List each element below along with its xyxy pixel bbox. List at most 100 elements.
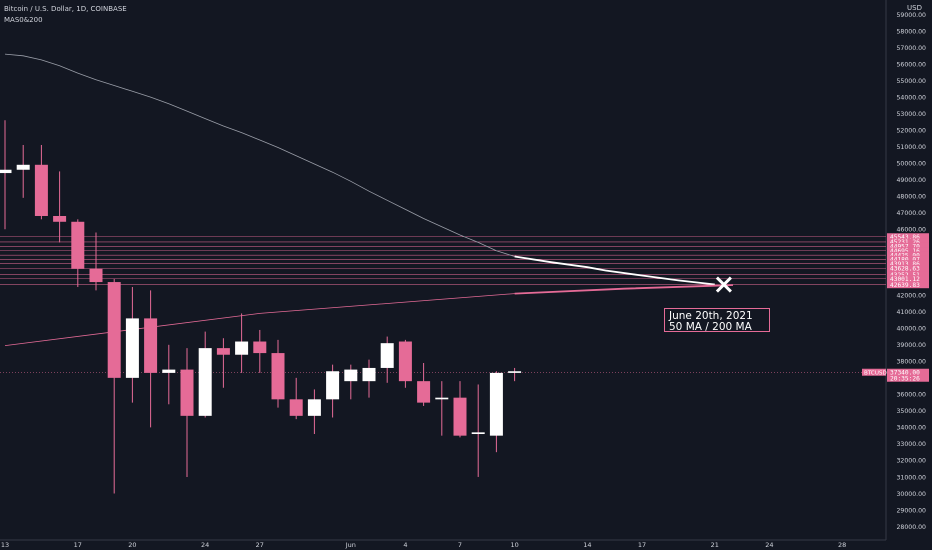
- candle-bull: [162, 369, 176, 373]
- candle-bull: [16, 164, 30, 170]
- annotation-date: June 20th, 2021: [669, 310, 753, 322]
- price-level-tag: [887, 251, 929, 259]
- price-level-tag: [887, 247, 929, 255]
- y-tick-label: 36000.00: [896, 392, 926, 399]
- price-level-tag: [887, 281, 929, 289]
- candle-bear: [216, 348, 230, 355]
- chart-title: Bitcoin / U.S. Dollar, 1D, COINBASE: [4, 5, 127, 13]
- indicator-legend[interactable]: MAS0&200: [4, 16, 43, 24]
- y-tick-label: 39000.00: [896, 342, 926, 349]
- candle-bear: [53, 215, 67, 222]
- x-tick-label: Jun: [345, 541, 356, 549]
- price-level-label: 43628.63: [890, 266, 920, 273]
- y-tick-label: 56000.00: [896, 61, 926, 68]
- candle-bull: [508, 371, 522, 373]
- price-level-tag: [887, 238, 929, 246]
- y-tick-label: 51000.00: [896, 144, 926, 151]
- x-tick-label: 14: [583, 541, 591, 549]
- candle-bear: [144, 318, 158, 373]
- current-price-tag: [887, 368, 929, 382]
- y-tick-label: 57000.00: [896, 45, 926, 52]
- price-level-label: 43001.12: [890, 276, 920, 283]
- candle-bull: [489, 372, 503, 436]
- y-tick-label: 41000.00: [896, 309, 926, 316]
- y-tick-label: 28000.00: [896, 524, 926, 531]
- candle-bear: [34, 164, 48, 216]
- price-level-label: 43913.86: [890, 261, 920, 268]
- ma200-projection-line: [514, 255, 715, 286]
- ma50-projection-line: [514, 284, 734, 295]
- symbol-label: BTCUSD: [864, 371, 887, 377]
- y-tick-label: 42000.00: [896, 293, 926, 300]
- y-tick-label: 30000.00: [896, 491, 926, 498]
- y-tick-label: 35000.00: [896, 408, 926, 415]
- candle-bear: [453, 397, 467, 436]
- price-level-tag: [887, 264, 929, 272]
- y-tick-label: 59000.00: [896, 12, 926, 19]
- candle-bear: [71, 221, 85, 269]
- candle-bull: [471, 432, 485, 435]
- ma50-line: [4, 293, 515, 346]
- price-level-tag: [887, 255, 929, 263]
- x-tick-label: 17: [638, 541, 646, 549]
- cross-marker-stroke: [715, 276, 732, 293]
- price-level-tag: [887, 233, 929, 241]
- x-tick-label: 24: [765, 541, 773, 549]
- y-tick-label: 48000.00: [896, 193, 926, 200]
- candle-bull: [435, 397, 449, 400]
- x-tick-label: 21: [711, 541, 719, 549]
- y-tick-label: 31000.00: [896, 474, 926, 481]
- candle-bear: [417, 381, 431, 403]
- x-tick-label: 20: [128, 541, 136, 549]
- candle-bull: [198, 348, 212, 416]
- candle-bear: [271, 353, 285, 400]
- x-tick-label: 17: [74, 541, 82, 549]
- ma200-line: [4, 53, 515, 257]
- y-tick-label: 50000.00: [896, 160, 926, 167]
- candle-bear: [107, 282, 121, 378]
- candle-bull: [344, 369, 358, 382]
- price-level-label: 44957.70: [890, 244, 920, 251]
- x-tick-label: 4: [403, 541, 407, 549]
- y-tick-label: 40000.00: [896, 326, 926, 333]
- candle-bear: [89, 268, 103, 283]
- cross-annotation: June 20th, 2021 50 MA / 200 MA: [664, 308, 770, 332]
- x-tick-label: 28: [838, 541, 846, 549]
- y-tick-label: 46000.00: [896, 227, 926, 234]
- annotation-subtitle: 50 MA / 200 MA: [669, 321, 752, 332]
- candle-bear: [253, 341, 267, 354]
- price-level-tag: [887, 275, 929, 283]
- candle-bear: [289, 399, 303, 416]
- y-tick-label: 38000.00: [896, 359, 926, 366]
- candle-bull: [380, 343, 394, 368]
- price-level-tag: [887, 260, 929, 268]
- y-tick-label: 47000.00: [896, 210, 926, 217]
- price-level-label: 45231.26: [890, 239, 920, 246]
- y-tick-label: 54000.00: [896, 94, 926, 101]
- price-level-label: 42639.83: [890, 282, 920, 289]
- candle-bull: [125, 318, 139, 378]
- y-tick-label: 32000.00: [896, 458, 926, 465]
- candle-bull: [362, 367, 376, 382]
- x-tick-label: 13: [1, 541, 9, 549]
- candle-bull: [326, 371, 340, 400]
- x-tick-label: 7: [458, 541, 462, 549]
- price-level-tag: [887, 242, 929, 250]
- price-level-label: 44695.16: [890, 248, 920, 255]
- price-level-label: 45543.86: [890, 234, 920, 241]
- x-tick-label: 27: [256, 541, 264, 549]
- candle-bull: [0, 169, 12, 174]
- current-price-label: 37340.00: [890, 370, 920, 377]
- symbol-tag: [862, 368, 886, 376]
- candle-bear: [398, 341, 412, 382]
- currency-label: USD: [907, 4, 922, 12]
- price-level-label: 44180.07: [890, 257, 920, 264]
- x-tick-label: 10: [510, 541, 518, 549]
- y-tick-label: 33000.00: [896, 441, 926, 448]
- candle-bull: [235, 341, 249, 355]
- y-tick-label: 58000.00: [896, 28, 926, 35]
- price-level-tag: [887, 271, 929, 279]
- candle-bull: [307, 399, 321, 416]
- y-tick-label: 29000.00: [896, 507, 926, 514]
